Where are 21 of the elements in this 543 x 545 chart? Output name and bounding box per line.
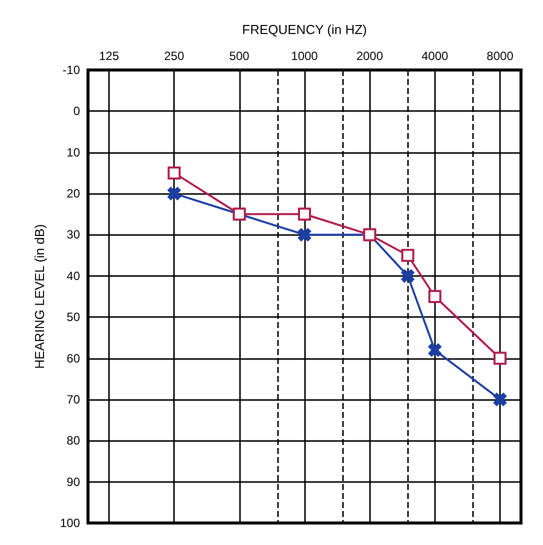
- y-tick-label: 70: [66, 392, 80, 406]
- y-tick-label: 80: [66, 434, 80, 448]
- y-tick-label: 20: [66, 186, 80, 201]
- x-tick-label: 4000: [421, 49, 449, 63]
- y-tick-label: 90: [66, 474, 80, 489]
- y-tick-label: 40: [66, 268, 80, 283]
- y-tick-label: 0: [73, 104, 80, 118]
- x-tick-label: 250: [164, 49, 184, 63]
- x-tick-label: 500: [229, 49, 250, 63]
- y-tick-label: 50: [66, 310, 80, 324]
- y-tick-label: 30: [66, 228, 80, 242]
- y-tick-label: -10: [62, 63, 80, 77]
- x-tick-label: 125: [98, 49, 120, 63]
- y-tick-label: 60: [66, 351, 80, 366]
- y-tick-label: 10: [66, 145, 80, 160]
- x-tick-label: 8000: [486, 49, 514, 63]
- x-tick-label: 2000: [356, 49, 384, 63]
- x-tick-label: 1000: [291, 49, 318, 63]
- y-axis-title: HEARING LEVEL (in dB): [32, 224, 47, 369]
- y-tick-label: 100: [60, 516, 80, 530]
- x-axis-title: FREQUENCY (in HZ): [242, 22, 367, 37]
